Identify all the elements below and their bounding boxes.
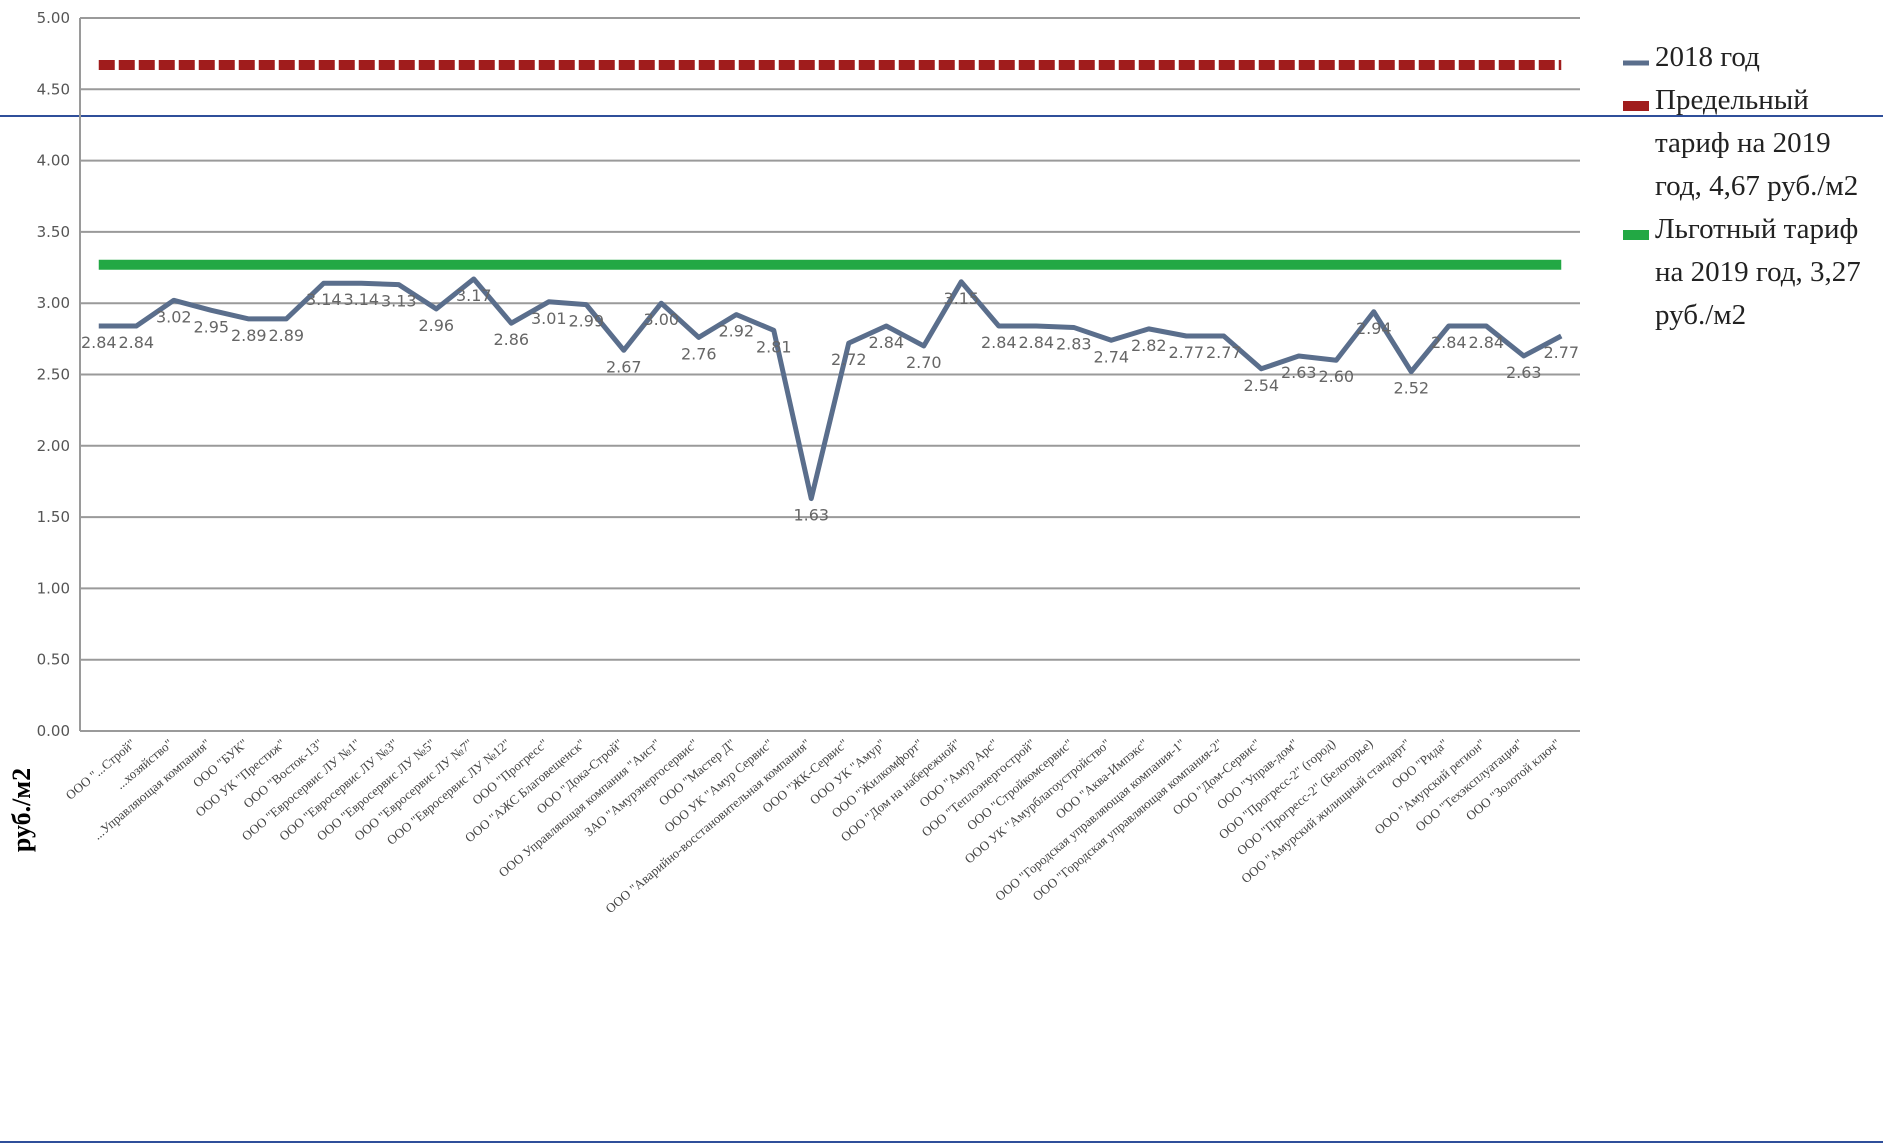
legend-item: Предельный тариф на 2019 год, 4,67 руб./… (1615, 79, 1880, 208)
data-label: 2.89 (231, 326, 267, 345)
data-label: 2.83 (1056, 334, 1092, 353)
data-label: 2.84 (868, 333, 904, 352)
data-label: 2.86 (493, 330, 529, 349)
y-tick-label: 5.00 (37, 9, 70, 27)
data-label: 2.89 (268, 326, 304, 345)
y-tick-label: 2.00 (37, 437, 70, 455)
y-tick-label: 4.00 (37, 152, 70, 170)
data-label: 3.15 (943, 289, 979, 308)
data-label: 2.84 (1018, 333, 1054, 352)
data-label: 2.77 (1168, 343, 1204, 362)
legend-item: Льготный тариф на 2019 год, 3,27 руб./м2 (1615, 208, 1880, 337)
data-label: 2.63 (1281, 363, 1317, 382)
data-label: 2.77 (1206, 343, 1242, 362)
data-label: 2.82 (1131, 336, 1167, 355)
data-label: 2.99 (568, 312, 604, 331)
data-label: 3.14 (306, 290, 342, 309)
data-label: 2.84 (1431, 333, 1467, 352)
series-line (98, 276, 1563, 502)
data-label: 2.84 (81, 333, 117, 352)
data-label: 2.84 (1468, 333, 1504, 352)
data-label: 2.84 (981, 333, 1017, 352)
data-label: 2.74 (1093, 347, 1129, 366)
data-label: 3.17 (456, 286, 492, 305)
data-label: 2.92 (718, 322, 754, 341)
data-label: 2.52 (1393, 379, 1429, 398)
data-label: 2.76 (681, 344, 717, 363)
data-label: 3.13 (381, 292, 417, 311)
data-label: 2.81 (756, 337, 792, 356)
y-tick-label: 0.00 (37, 722, 70, 740)
legend-label: Предельный тариф на 2019 год, 4,67 руб./… (1655, 84, 1859, 202)
y-tick-label: 3.00 (37, 294, 70, 312)
y-tick-label: 2.50 (37, 366, 70, 384)
data-label: 2.54 (1243, 376, 1279, 395)
y-tick-label: 3.50 (37, 223, 70, 241)
legend-label: 2018 год (1655, 41, 1760, 73)
data-label: 2.60 (1318, 367, 1354, 386)
data-label: 2.95 (193, 317, 229, 336)
data-label: 3.14 (343, 290, 379, 309)
y-tick-label: 1.00 (37, 579, 70, 597)
data-label: 2.63 (1506, 363, 1542, 382)
legend-swatch (1623, 230, 1649, 240)
legend-item: 2018 год (1615, 36, 1880, 79)
data-label: 2.94 (1356, 319, 1392, 338)
data-label: 2.72 (831, 350, 867, 369)
legend-swatch (1623, 60, 1649, 66)
data-label: 1.63 (793, 506, 829, 525)
y-tick-label: 4.50 (37, 80, 70, 98)
y-axis-title: руб./м2 (7, 768, 36, 852)
data-label: 2.67 (606, 357, 642, 376)
data-label: 2.96 (418, 316, 454, 335)
legend-label: Льготный тариф на 2019 год, 3,27 руб./м2 (1655, 213, 1861, 331)
y-tick-label: 1.50 (37, 508, 70, 526)
legend-swatch (1623, 101, 1649, 111)
data-label: 3.02 (156, 307, 192, 326)
y-tick-label: 0.50 (37, 651, 70, 669)
data-label: 2.84 (118, 333, 154, 352)
data-label: 3.01 (531, 309, 567, 328)
legend: 2018 год Предельный тариф на 2019 год, 4,… (1615, 36, 1880, 337)
data-label: 3.00 (643, 310, 679, 329)
data-label: 2.70 (906, 353, 942, 372)
data-label: 2.77 (1543, 343, 1579, 362)
